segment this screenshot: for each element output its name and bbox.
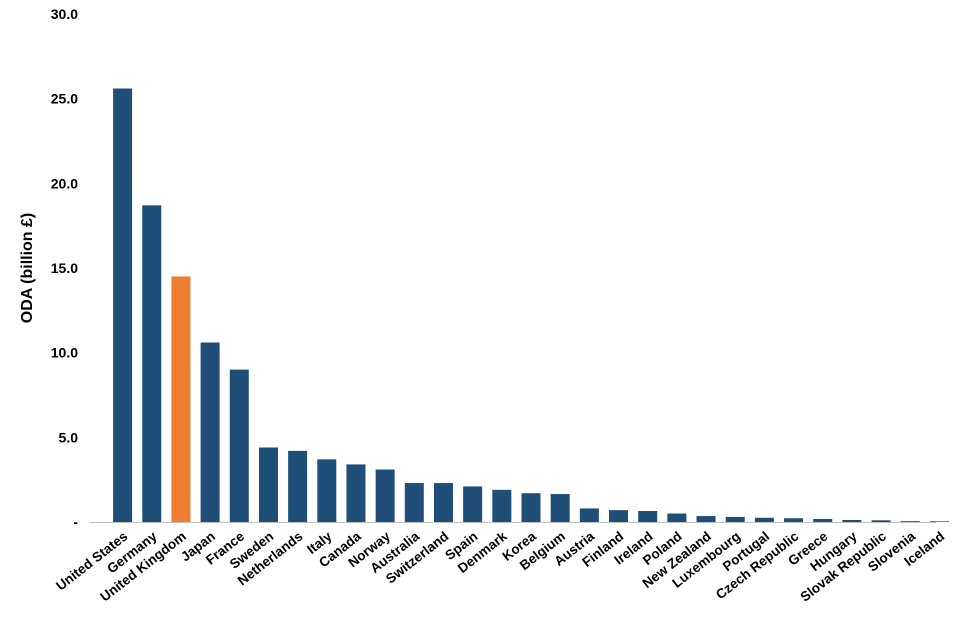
bar [404, 483, 424, 522]
bar [900, 521, 920, 522]
bar [871, 520, 891, 522]
bar [521, 493, 541, 522]
bar [725, 516, 745, 522]
bar [258, 447, 278, 522]
bar [754, 517, 774, 522]
bar [171, 276, 191, 522]
bar [317, 459, 337, 522]
bar [288, 450, 308, 522]
bar [842, 519, 862, 522]
bar [667, 513, 687, 522]
y-tick-label: 20.0 [51, 175, 78, 191]
y-tick-label: 30.0 [51, 6, 78, 22]
bar [200, 342, 220, 522]
bar [346, 464, 366, 522]
bar [433, 483, 453, 522]
bar [142, 205, 162, 522]
bars [113, 88, 949, 523]
bar [113, 88, 133, 523]
y-tick-label: - [73, 514, 78, 530]
y-axis-title: ODA (billion £) [19, 213, 36, 324]
bar [229, 369, 249, 522]
bar [813, 518, 833, 522]
y-axis-ticks: - 5.0 10.0 15.0 20.0 25.0 30.0 [51, 6, 79, 530]
y-tick-label: 10.0 [51, 345, 78, 361]
bar [579, 508, 599, 522]
bar [463, 486, 483, 522]
bar [696, 516, 716, 522]
y-tick-label: 25.0 [51, 91, 78, 107]
bar [375, 469, 395, 522]
bar [492, 489, 512, 522]
y-tick-label: 5.0 [59, 429, 79, 445]
bar [550, 494, 570, 522]
y-tick-label: 15.0 [51, 260, 78, 276]
bar [784, 518, 804, 522]
bar [929, 521, 949, 522]
bar [609, 510, 629, 522]
bar [638, 510, 658, 522]
